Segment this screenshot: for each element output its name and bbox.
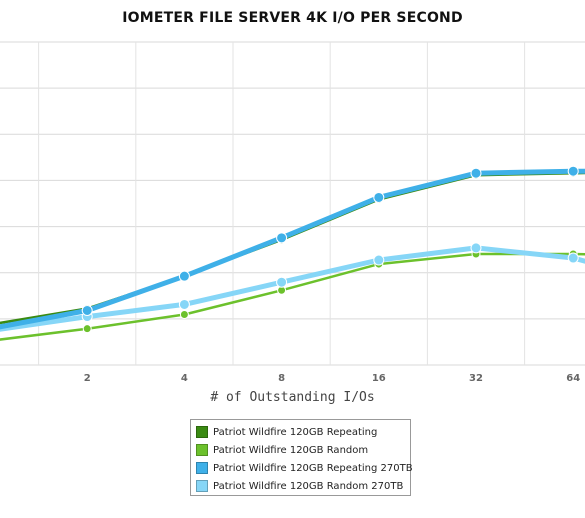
x-tick-label: 16: [372, 373, 386, 384]
legend-swatch: [196, 462, 208, 474]
data-point: [178, 298, 190, 310]
x-tick-label: 64: [566, 373, 580, 384]
legend-item: Patriot Wildfire 120GB Random 270TB: [196, 477, 410, 495]
data-point: [373, 191, 385, 203]
data-point: [276, 276, 288, 288]
legend-label: Patriot Wildfire 120GB Random 270TB: [213, 480, 404, 492]
x-tick-label: 4: [181, 373, 188, 384]
x-axis-title: # of Outstanding I/Os: [210, 390, 375, 405]
data-point: [178, 270, 190, 282]
chart-title: IOMETER FILE SERVER 4K I/O PER SECOND: [122, 10, 463, 26]
data-point: [276, 232, 288, 244]
series-lines: [0, 165, 585, 341]
series-4: [0, 242, 585, 332]
x-tick-label: 32: [469, 373, 483, 384]
grid-lines: [0, 41, 585, 366]
series-line: [0, 168, 585, 330]
legend-item: Patriot Wildfire 120GB Repeating: [196, 423, 410, 441]
legend-label: Patriot Wildfire 120GB Random: [213, 444, 369, 456]
legend-swatch: [196, 480, 208, 492]
legend-item: Patriot Wildfire 120GB Random: [196, 441, 410, 459]
data-point: [179, 310, 189, 320]
x-tick-label: 8: [278, 373, 285, 384]
series-3: [0, 165, 585, 330]
data-point: [81, 304, 93, 316]
x-tick-label: 2: [84, 373, 91, 384]
data-point: [567, 165, 579, 177]
legend-label: Patriot Wildfire 120GB Repeating 270TB: [213, 462, 413, 474]
series-2: [0, 249, 585, 341]
legend-item: Patriot Wildfire 120GB Repeating 270TB: [196, 459, 413, 477]
data-point: [470, 167, 482, 179]
chart-legend: Patriot Wildfire 120GB Repeating Patriot…: [190, 419, 413, 496]
series-line: [0, 245, 585, 332]
legend-label: Patriot Wildfire 120GB Repeating: [213, 426, 378, 438]
data-point: [82, 324, 92, 334]
data-point: [470, 242, 482, 254]
data-point: [567, 252, 579, 264]
data-point: [373, 254, 385, 266]
legend-swatch: [196, 426, 208, 438]
x-tick-labels: 2 4 8 16 32 64: [84, 373, 580, 384]
legend-swatch: [196, 444, 208, 456]
